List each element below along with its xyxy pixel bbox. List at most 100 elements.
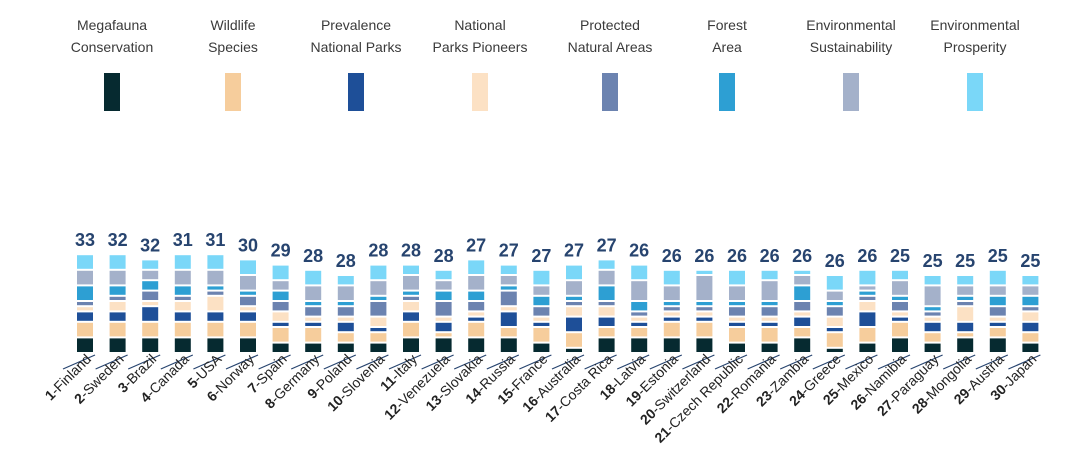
bar-segment	[435, 322, 452, 332]
bar-segment	[174, 286, 191, 295]
bar-segment	[174, 296, 191, 300]
bar-segment	[142, 291, 159, 300]
bar-segment	[500, 338, 517, 352]
bar-stack	[533, 270, 550, 352]
bar-segment	[826, 328, 843, 332]
bar-segment	[468, 260, 485, 274]
bar-segment	[794, 270, 811, 274]
bar-segment	[859, 291, 876, 295]
bar-segment	[631, 281, 648, 300]
axis-tick	[584, 354, 617, 370]
axis-tick	[127, 354, 161, 370]
bar-segment	[240, 276, 256, 290]
bar-stack	[370, 265, 387, 352]
bar-stack	[500, 265, 517, 352]
legend-label: Prevalence National Parks	[310, 17, 401, 55]
legend-label: Protected Natural Areas	[568, 17, 653, 55]
bar-segment	[892, 322, 908, 337]
legend-label-line: Parks Pioneers	[433, 39, 528, 55]
x-axis-labels: 1-Finland2-Sweden3-Brazil4-Canada5-USA6-…	[42, 350, 1041, 446]
bar-segment	[631, 312, 648, 316]
bar-segment	[500, 276, 517, 285]
bar-segment	[729, 270, 745, 285]
legend-swatch	[602, 73, 618, 111]
bar-segment	[761, 302, 778, 306]
bar-segment	[500, 328, 517, 337]
bar-segment	[598, 328, 615, 337]
bar-segment	[826, 302, 843, 306]
bar-segment	[174, 338, 191, 352]
axis-tick	[258, 354, 291, 370]
bar-segment	[859, 312, 876, 326]
bar-segment	[826, 291, 843, 300]
legend-item: Protected Natural Areas	[568, 17, 653, 111]
bars	[77, 255, 1039, 352]
bar-stack	[142, 260, 159, 352]
bar-total-label: 29	[271, 241, 291, 261]
bar-segment	[696, 322, 713, 337]
bar-segment	[1022, 286, 1039, 295]
bar-total-label: 26	[760, 246, 780, 266]
bar-segment	[566, 265, 582, 280]
legend-label: Forest Area	[707, 17, 747, 55]
legend-item: National Parks Pioneers	[433, 17, 528, 111]
bar-segment	[207, 291, 224, 295]
bar-segment	[1022, 307, 1039, 311]
bar-total-label: 31	[173, 230, 193, 250]
bar-segment	[1022, 276, 1039, 285]
bar-segment	[989, 317, 1006, 321]
bar-stack	[924, 276, 941, 352]
bar-segment	[403, 291, 419, 295]
bar-segment	[435, 338, 452, 352]
bar-segment	[370, 281, 387, 295]
bar-stack	[240, 260, 256, 352]
bar-segment	[761, 317, 778, 321]
bar-total-label: 26	[857, 246, 877, 266]
bar-segment	[370, 333, 387, 342]
bar-segment	[957, 286, 974, 295]
bar-total-label: 26	[792, 246, 812, 266]
bar-total-label: 27	[531, 246, 551, 266]
bar-segment	[924, 286, 941, 306]
bar-segment	[892, 296, 908, 300]
bar-segment	[566, 302, 582, 306]
bar-segment	[337, 276, 354, 285]
legend-swatch	[472, 73, 488, 111]
bar-total-label: 26	[629, 241, 649, 261]
bar-segment	[598, 270, 615, 285]
bar-segment	[794, 312, 811, 316]
legend-item: Wildlife Species	[208, 17, 258, 111]
bar-segment	[761, 307, 778, 316]
bar-segment	[370, 317, 387, 326]
bar-stack	[174, 255, 191, 352]
bar-segment	[272, 281, 289, 290]
bar-segment	[566, 317, 582, 332]
bar-stack	[826, 276, 843, 352]
bar-stack	[957, 276, 974, 352]
bar-total-label: 27	[597, 235, 617, 255]
bar-segment	[729, 343, 745, 352]
legend-swatch	[104, 73, 120, 111]
axis-tick	[421, 354, 454, 370]
legend-label-line: Protected	[580, 17, 640, 33]
bar-segment	[272, 302, 289, 311]
bar-segment	[109, 286, 126, 295]
axis-tick	[453, 354, 487, 370]
bar-total-label: 26	[825, 251, 845, 271]
bar-segment	[729, 322, 745, 326]
bar-total-label: 28	[336, 251, 356, 271]
bar-segment	[207, 270, 224, 285]
legend-label-line: Forest	[707, 17, 747, 33]
bar-segment	[403, 276, 419, 290]
bar-segment	[957, 307, 974, 321]
legend: Megafauna Conservation Wildlife Species Prev…	[71, 17, 1020, 111]
bar-total-label: 25	[890, 246, 910, 266]
bar-segment	[272, 328, 289, 342]
bar-segment	[109, 338, 126, 352]
bar-segment	[435, 302, 452, 316]
bar-segment	[305, 328, 322, 342]
bar-segment	[305, 302, 322, 306]
bar-segment	[435, 281, 452, 290]
bar-segment	[729, 328, 745, 342]
bar-segment	[77, 312, 93, 321]
